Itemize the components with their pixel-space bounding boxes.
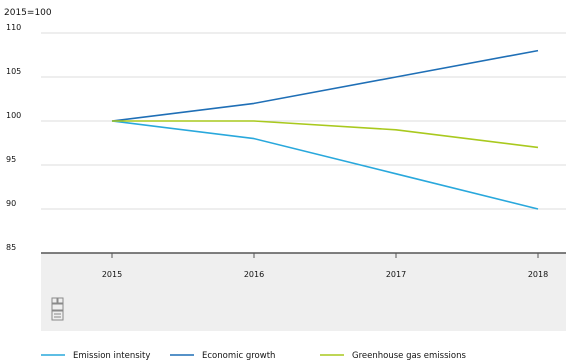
x-tick-label: 2018 <box>528 270 548 279</box>
y-tick-labels: 85 90 95 100 105 110 <box>6 23 21 252</box>
y-tick-label: 100 <box>6 111 21 120</box>
y-tick-label: 90 <box>6 199 16 208</box>
series-line-emission-intensity <box>111 120 539 210</box>
grid <box>41 32 566 254</box>
series-lines <box>111 49 539 210</box>
x-axis-panel <box>41 253 566 331</box>
unit-label: 2015=100 <box>4 8 52 18</box>
cbs-logo-icon <box>51 297 64 321</box>
x-tick-labels: 2015 2016 2017 2018 <box>102 253 548 279</box>
series-line-economic-growth <box>111 49 539 122</box>
series-line-greenhouse-gas-emissions <box>112 120 539 149</box>
y-tick-label: 110 <box>6 23 21 32</box>
x-tick-label: 2016 <box>244 270 264 279</box>
x-tick-label: 2017 <box>386 270 406 279</box>
x-tick-label: 2015 <box>102 270 122 279</box>
y-tick-label: 95 <box>6 155 16 164</box>
legend: Emission intensity Economic growth Greenho… <box>41 351 466 361</box>
y-tick-label: 85 <box>6 243 16 252</box>
y-tick-label: 105 <box>6 67 21 76</box>
legend-label: Emission intensity <box>73 351 150 361</box>
legend-label: Economic growth <box>202 351 275 361</box>
legend-label: Greenhouse gas emissions <box>352 351 466 361</box>
